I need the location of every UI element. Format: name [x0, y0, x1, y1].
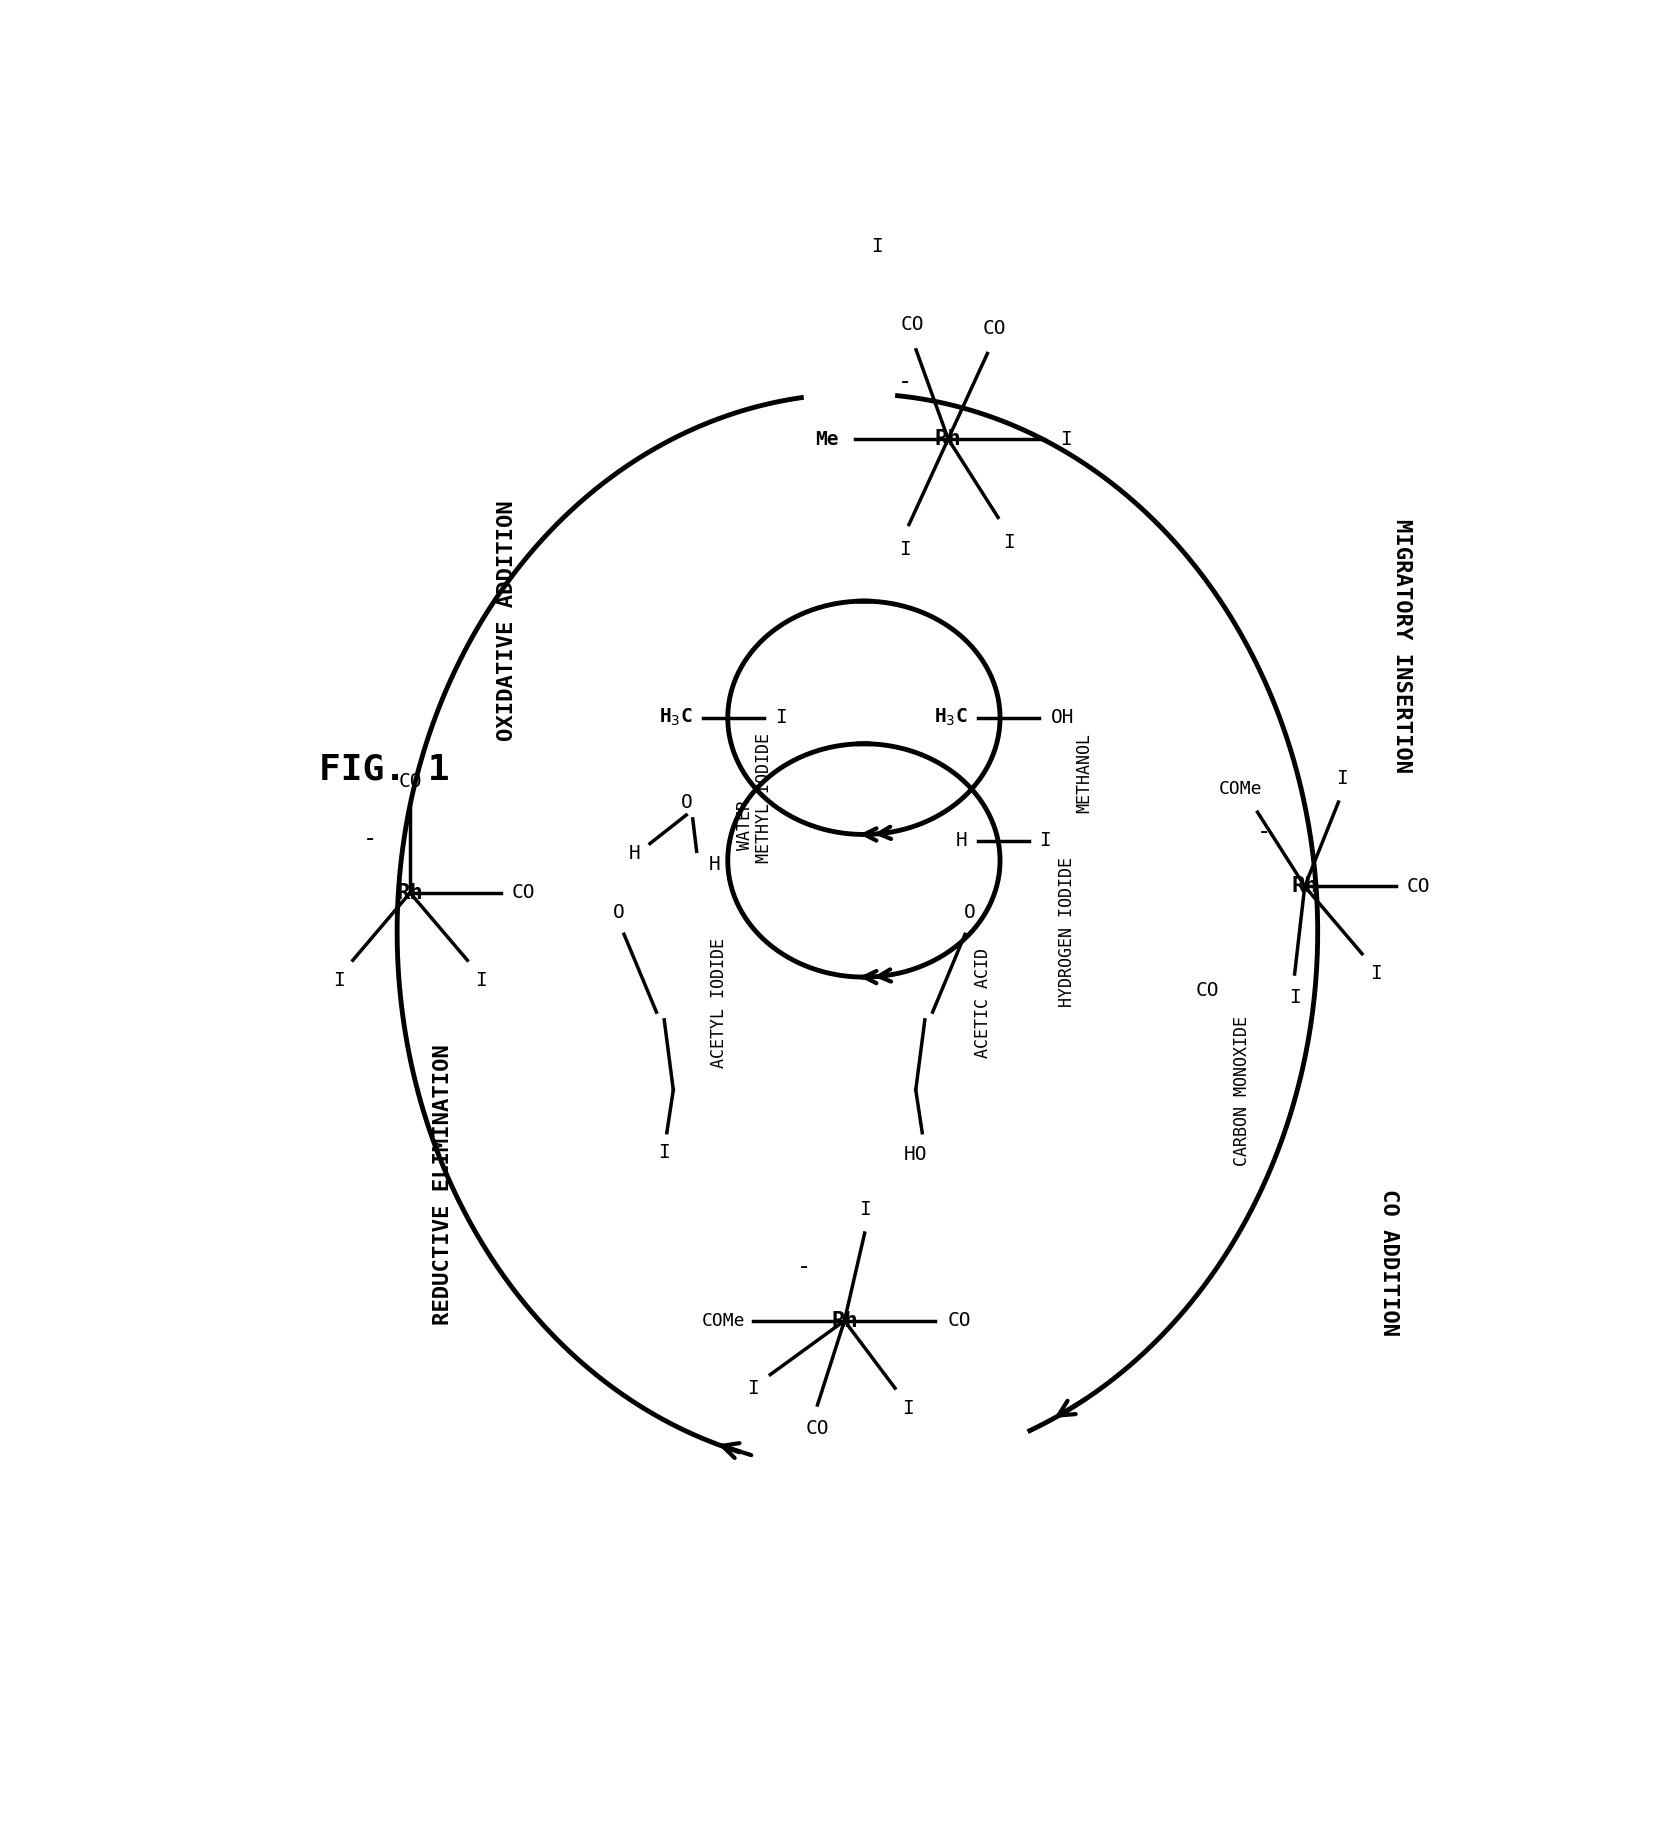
Text: I: I	[900, 541, 912, 559]
Text: Me: Me	[815, 430, 838, 448]
Text: FIG. 1: FIG. 1	[320, 753, 450, 786]
Text: OXIDATIVE ADDITION: OXIDATIVE ADDITION	[497, 500, 517, 742]
Text: CO: CO	[398, 771, 422, 792]
Text: H: H	[955, 832, 967, 851]
Text: I: I	[333, 970, 345, 991]
Text: ACETYL IODIDE: ACETYL IODIDE	[709, 937, 728, 1068]
Text: Rh: Rh	[1292, 876, 1318, 897]
Text: I: I	[1337, 769, 1348, 788]
Text: I: I	[872, 236, 883, 256]
Text: I: I	[903, 1399, 915, 1417]
Text: CARBON MONOXIDE: CARBON MONOXIDE	[1233, 1017, 1251, 1166]
Text: I: I	[1061, 430, 1072, 448]
Text: Rh: Rh	[935, 430, 962, 448]
Text: MIGRATORY INSERTION: MIGRATORY INSERTION	[1392, 520, 1412, 773]
Text: METHYL IODIDE: METHYL IODIDE	[755, 732, 773, 863]
Text: CO: CO	[947, 1312, 970, 1330]
Text: I: I	[1039, 832, 1051, 851]
Text: H: H	[629, 845, 641, 863]
Text: CO: CO	[1196, 980, 1220, 1000]
Text: OH: OH	[1051, 708, 1074, 727]
Text: O: O	[612, 902, 624, 922]
Text: Rh: Rh	[831, 1310, 858, 1330]
Text: H$_3$C: H$_3$C	[659, 707, 693, 729]
Text: -: -	[1256, 821, 1271, 845]
Text: CO: CO	[806, 1419, 830, 1437]
Text: I: I	[659, 1142, 671, 1162]
Text: O: O	[681, 793, 693, 812]
Text: METHANOL: METHANOL	[1076, 732, 1094, 814]
Text: ACETIC ACID: ACETIC ACID	[974, 948, 992, 1057]
Text: HO: HO	[903, 1146, 927, 1164]
Text: I: I	[1288, 989, 1300, 1007]
Text: H: H	[709, 854, 721, 875]
Text: I: I	[858, 1199, 870, 1220]
Text: CO ADDITION: CO ADDITION	[1379, 1188, 1399, 1336]
Text: CO: CO	[1407, 876, 1430, 897]
Text: COMe: COMe	[701, 1312, 744, 1330]
Text: HYDROGEN IODIDE: HYDROGEN IODIDE	[1059, 856, 1076, 1007]
Text: WATER: WATER	[736, 801, 753, 851]
Text: I: I	[1370, 965, 1382, 983]
Text: -: -	[898, 371, 912, 395]
Text: H$_3$C: H$_3$C	[934, 707, 967, 729]
Text: I: I	[775, 708, 786, 727]
Text: REDUCTIVE ELIMINATION: REDUCTIVE ELIMINATION	[433, 1044, 452, 1325]
Text: -: -	[363, 827, 376, 851]
Text: -: -	[796, 1255, 811, 1279]
Text: I: I	[748, 1378, 760, 1399]
Text: CO: CO	[982, 319, 1005, 338]
Text: Rh: Rh	[397, 882, 423, 902]
Text: I: I	[1002, 533, 1014, 552]
Text: COMe: COMe	[1220, 780, 1263, 797]
Text: CO: CO	[900, 315, 923, 334]
Text: I: I	[475, 970, 487, 991]
Text: CO: CO	[512, 884, 535, 902]
Text: O: O	[964, 902, 975, 922]
